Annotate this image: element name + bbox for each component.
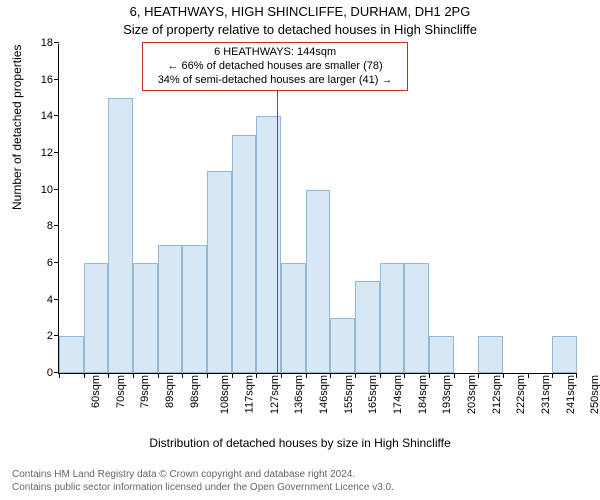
- y-tick-label: 14: [25, 110, 53, 122]
- y-tick-mark: [54, 189, 59, 190]
- histogram-bar: [330, 318, 355, 373]
- x-tick-mark: [232, 373, 233, 378]
- histogram-bar: [281, 263, 306, 373]
- x-tick-mark: [330, 373, 331, 378]
- x-tick-mark: [355, 373, 356, 378]
- x-tick-mark: [256, 373, 257, 378]
- x-tick-mark: [207, 373, 208, 378]
- x-tick-mark: [503, 373, 504, 378]
- y-tick-label: 8: [25, 220, 53, 232]
- histogram-bar: [182, 245, 207, 373]
- x-tick-mark: [133, 373, 134, 378]
- chart-title-sub: Size of property relative to detached ho…: [0, 22, 600, 37]
- reference-line: [277, 44, 278, 373]
- y-tick-label: 10: [25, 184, 53, 196]
- x-tick-label: 155sqm: [343, 375, 355, 414]
- footer-line: Contains public sector information licen…: [12, 482, 394, 495]
- x-tick-mark: [59, 373, 60, 378]
- histogram-bar: [552, 336, 577, 373]
- y-tick-label: 0: [25, 367, 53, 379]
- histogram-bar: [429, 336, 454, 373]
- y-tick-label: 12: [25, 147, 53, 159]
- histogram-bar: [133, 263, 158, 373]
- histogram-bar: [355, 281, 380, 373]
- x-tick-mark: [404, 373, 405, 378]
- histogram-bar: [306, 190, 331, 373]
- y-tick-label: 6: [25, 257, 53, 269]
- callout-line: 6 HEATHWAYS: 144sqm: [149, 46, 401, 60]
- y-tick-mark: [54, 115, 59, 116]
- y-tick-mark: [54, 79, 59, 80]
- x-tick-mark: [306, 373, 307, 378]
- histogram-bar: [84, 263, 109, 373]
- y-tick-label: 18: [25, 37, 53, 49]
- x-tick-mark: [576, 373, 577, 378]
- y-tick-mark: [54, 225, 59, 226]
- x-tick-label: 136sqm: [293, 375, 305, 414]
- y-tick-mark: [54, 152, 59, 153]
- footer-attribution: Contains HM Land Registry data © Crown c…: [12, 469, 394, 494]
- x-axis-label: Distribution of detached houses by size …: [0, 436, 600, 450]
- x-tick-label: 70sqm: [115, 375, 127, 408]
- x-tick-mark: [429, 373, 430, 378]
- callout-line: ← 66% of detached houses are smaller (78…: [149, 60, 401, 74]
- histogram-bar: [59, 336, 84, 373]
- chart-title-main: 6, HEATHWAYS, HIGH SHINCLIFFE, DURHAM, D…: [0, 4, 600, 19]
- y-tick-label: 2: [25, 330, 53, 342]
- y-tick-mark: [54, 262, 59, 263]
- x-tick-label: 203sqm: [466, 375, 478, 414]
- x-tick-mark: [84, 373, 85, 378]
- x-tick-mark: [454, 373, 455, 378]
- x-tick-label: 222sqm: [515, 375, 527, 414]
- x-tick-mark: [528, 373, 529, 378]
- callout-line: 34% of semi-detached houses are larger (…: [149, 74, 401, 88]
- y-tick-mark: [54, 42, 59, 43]
- y-tick-mark: [54, 299, 59, 300]
- histogram-chart: 6, HEATHWAYS, HIGH SHINCLIFFE, DURHAM, D…: [0, 0, 600, 500]
- histogram-bar: [158, 245, 183, 373]
- x-tick-label: 127sqm: [269, 375, 281, 414]
- y-tick-label: 16: [25, 74, 53, 86]
- x-tick-label: 250sqm: [589, 375, 600, 414]
- x-tick-mark: [108, 373, 109, 378]
- x-tick-label: 98sqm: [189, 375, 201, 408]
- x-tick-label: 117sqm: [243, 375, 255, 413]
- x-tick-mark: [478, 373, 479, 378]
- x-tick-label: 89sqm: [164, 375, 176, 408]
- x-tick-label: 165sqm: [367, 375, 379, 414]
- x-tick-mark: [552, 373, 553, 378]
- histogram-bar: [404, 263, 429, 373]
- plot-area: 02468101214161860sqm70sqm79sqm89sqm98sqm…: [58, 44, 576, 374]
- histogram-bar: [207, 171, 232, 373]
- y-tick-label: 4: [25, 294, 53, 306]
- x-tick-mark: [281, 373, 282, 378]
- histogram-bar: [232, 135, 257, 373]
- x-tick-label: 108sqm: [219, 375, 231, 414]
- x-tick-label: 174sqm: [392, 375, 404, 414]
- x-tick-mark: [182, 373, 183, 378]
- x-tick-label: 146sqm: [318, 375, 330, 414]
- y-axis-label: Number of detached properties: [10, 45, 24, 210]
- x-tick-label: 184sqm: [417, 375, 429, 414]
- x-tick-label: 193sqm: [441, 375, 453, 414]
- footer-line: Contains HM Land Registry data © Crown c…: [12, 469, 394, 482]
- histogram-bar: [478, 336, 503, 373]
- callout-box: 6 HEATHWAYS: 144sqm← 66% of detached hou…: [142, 42, 408, 91]
- x-tick-mark: [158, 373, 159, 378]
- x-tick-label: 231sqm: [540, 375, 552, 414]
- x-tick-label: 212sqm: [491, 375, 503, 414]
- x-tick-mark: [380, 373, 381, 378]
- x-tick-label: 60sqm: [90, 375, 102, 408]
- x-tick-label: 241sqm: [565, 375, 577, 414]
- histogram-bar: [108, 98, 133, 373]
- histogram-bar: [380, 263, 405, 373]
- x-tick-label: 79sqm: [139, 375, 151, 408]
